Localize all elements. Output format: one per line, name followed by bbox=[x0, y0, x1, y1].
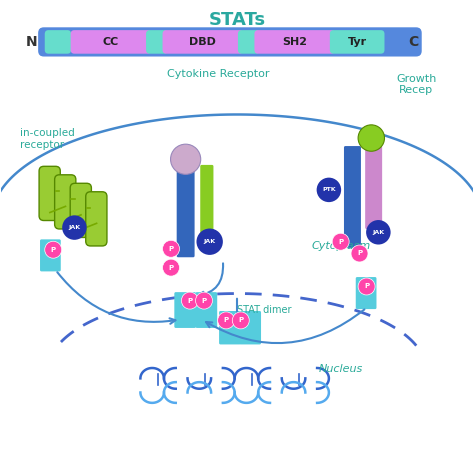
Text: Recep: Recep bbox=[399, 85, 433, 95]
FancyBboxPatch shape bbox=[219, 311, 241, 345]
Text: PTK: PTK bbox=[322, 187, 336, 192]
Text: P: P bbox=[338, 239, 343, 245]
Text: Growth: Growth bbox=[396, 74, 436, 84]
FancyBboxPatch shape bbox=[39, 166, 60, 220]
Text: receptor: receptor bbox=[20, 140, 64, 150]
Circle shape bbox=[218, 312, 235, 329]
Circle shape bbox=[366, 220, 391, 245]
Circle shape bbox=[182, 292, 198, 309]
Circle shape bbox=[317, 178, 341, 202]
Text: JAK: JAK bbox=[204, 239, 216, 244]
Text: Cytoplasm: Cytoplasm bbox=[311, 241, 370, 251]
Circle shape bbox=[332, 233, 349, 250]
Text: in-coupled: in-coupled bbox=[20, 128, 75, 138]
FancyBboxPatch shape bbox=[86, 192, 107, 246]
FancyBboxPatch shape bbox=[238, 30, 260, 54]
Text: P: P bbox=[51, 247, 56, 253]
FancyBboxPatch shape bbox=[174, 292, 196, 328]
FancyBboxPatch shape bbox=[356, 277, 376, 309]
Circle shape bbox=[171, 144, 201, 174]
Text: P: P bbox=[201, 298, 207, 304]
Text: P: P bbox=[357, 250, 362, 256]
FancyBboxPatch shape bbox=[70, 183, 91, 237]
Text: P: P bbox=[224, 318, 229, 323]
Circle shape bbox=[45, 241, 62, 258]
Text: P: P bbox=[168, 264, 173, 271]
FancyBboxPatch shape bbox=[40, 239, 61, 272]
Circle shape bbox=[197, 228, 223, 255]
Text: Tyr: Tyr bbox=[347, 37, 367, 47]
FancyBboxPatch shape bbox=[38, 27, 422, 56]
Text: Nucleus: Nucleus bbox=[319, 364, 363, 374]
Text: STAT dimer: STAT dimer bbox=[237, 305, 292, 315]
Text: JAK: JAK bbox=[68, 225, 81, 230]
Circle shape bbox=[351, 245, 368, 262]
Text: P: P bbox=[187, 298, 192, 304]
Text: DBD: DBD bbox=[190, 37, 216, 47]
Text: N: N bbox=[26, 35, 38, 49]
FancyBboxPatch shape bbox=[200, 165, 213, 234]
FancyBboxPatch shape bbox=[239, 311, 261, 345]
Circle shape bbox=[196, 292, 212, 309]
Text: Cytokine Receptor: Cytokine Receptor bbox=[167, 69, 269, 80]
FancyBboxPatch shape bbox=[177, 165, 195, 257]
Text: C: C bbox=[409, 35, 419, 49]
Text: SH2: SH2 bbox=[282, 37, 307, 47]
FancyBboxPatch shape bbox=[146, 30, 168, 54]
Text: JAK: JAK bbox=[372, 230, 384, 235]
FancyBboxPatch shape bbox=[71, 30, 151, 54]
FancyBboxPatch shape bbox=[163, 30, 243, 54]
Text: P: P bbox=[364, 283, 369, 290]
Circle shape bbox=[163, 259, 180, 276]
FancyBboxPatch shape bbox=[45, 30, 71, 54]
Circle shape bbox=[62, 215, 87, 240]
FancyBboxPatch shape bbox=[344, 146, 361, 248]
Text: P: P bbox=[238, 318, 243, 323]
FancyBboxPatch shape bbox=[365, 146, 382, 229]
FancyBboxPatch shape bbox=[330, 30, 384, 54]
FancyBboxPatch shape bbox=[196, 292, 217, 328]
Text: P: P bbox=[168, 246, 173, 252]
Circle shape bbox=[232, 312, 249, 329]
Text: CC: CC bbox=[103, 37, 119, 47]
Circle shape bbox=[358, 278, 375, 295]
Circle shape bbox=[358, 125, 384, 151]
FancyBboxPatch shape bbox=[55, 175, 76, 229]
Text: STATs: STATs bbox=[209, 11, 265, 29]
Circle shape bbox=[163, 240, 180, 257]
FancyBboxPatch shape bbox=[255, 30, 335, 54]
